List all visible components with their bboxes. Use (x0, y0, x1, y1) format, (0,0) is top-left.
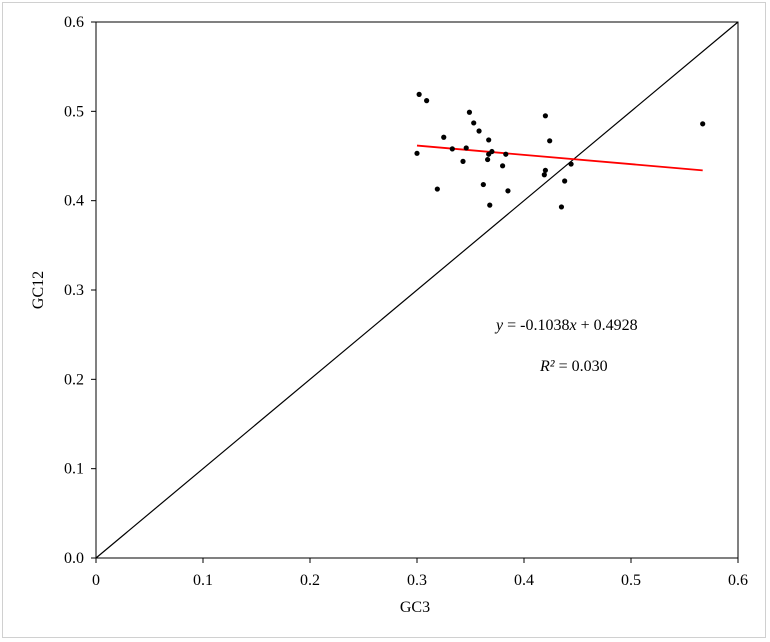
diagonal-reference-line (95, 21, 739, 559)
data-point (466, 109, 473, 115)
data-point (542, 167, 549, 173)
data-point (547, 138, 553, 144)
data-point (486, 137, 492, 143)
equation-intercept: + 0.4928 (577, 317, 638, 334)
data-point (700, 121, 706, 127)
equation-slope: = -0.1038 (503, 317, 569, 334)
data-point (449, 146, 455, 152)
y-axis-label: GC12 (30, 271, 47, 309)
y-tick-label: 0.4 (64, 193, 84, 210)
equation-x-symbol: x (568, 317, 576, 334)
data-point (568, 161, 574, 167)
x-tick-label: 0.3 (407, 572, 427, 589)
y-tick-label: 0.2 (64, 371, 84, 388)
x-tick-label: 0.6 (728, 572, 748, 589)
data-point (503, 151, 509, 157)
y-tick-label: 0.1 (64, 461, 84, 478)
data-point (414, 150, 420, 156)
y-tick-label: 0.0 (64, 550, 84, 567)
r-squared-label: R² = 0.030 (539, 358, 608, 375)
r2-symbol: R² (539, 358, 556, 375)
data-point (485, 156, 491, 163)
data-point (416, 91, 422, 97)
data-point (460, 158, 466, 164)
data-point (562, 178, 568, 184)
data-point (542, 113, 549, 119)
regression-equation: y = -0.1038x + 0.4928 (494, 317, 638, 334)
data-point (558, 204, 565, 210)
data-point (441, 134, 447, 140)
data-point (476, 128, 482, 134)
x-tick-label: 0.1 (193, 572, 213, 589)
x-axis-label: GC3 (400, 599, 430, 616)
data-point (434, 186, 440, 192)
x-tick-label: 0.5 (621, 572, 641, 589)
data-point (489, 148, 495, 155)
x-tick-label: 0 (92, 572, 100, 589)
x-tick-label: 0.2 (300, 572, 320, 589)
data-point (541, 172, 547, 178)
data-point (424, 98, 430, 104)
y-tick-label: 0.6 (64, 14, 84, 31)
data-point (463, 145, 469, 151)
data-point (505, 188, 511, 194)
data-point (487, 202, 493, 208)
data-point (471, 120, 477, 126)
equation-y-symbol: y (494, 317, 504, 334)
y-tick-label: 0.3 (64, 282, 84, 299)
x-tick-label: 0.4 (514, 572, 534, 589)
regression-trendline (416, 144, 703, 172)
data-point (480, 181, 486, 188)
data-point (500, 163, 506, 169)
y-tick-label: 0.5 (64, 103, 84, 120)
plot-layer: 0 0.1 0.2 0.3 0.4 0.5 0.6 0.0 0.1 0.2 0.3 0.4 0.5 0.6 (64, 14, 748, 589)
r2-value: = 0.030 (555, 358, 608, 375)
